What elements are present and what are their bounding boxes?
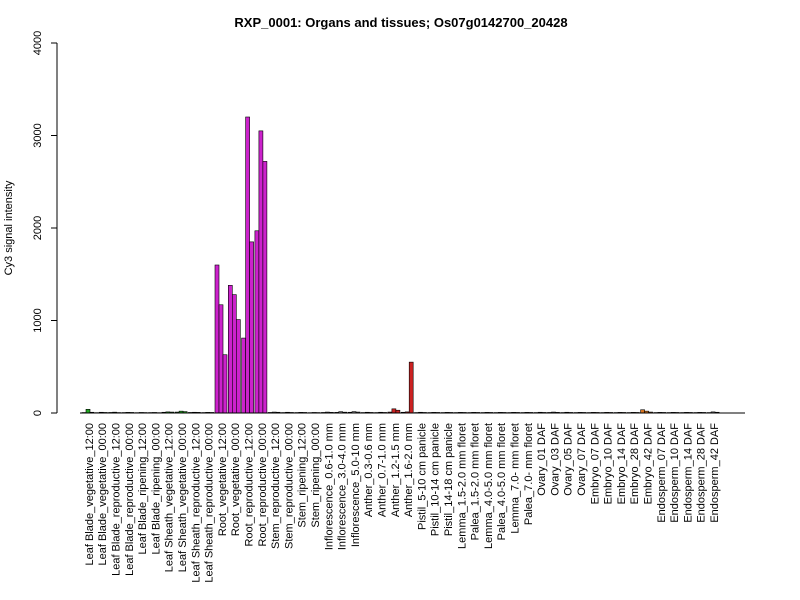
x-tick-label: Ovary_01 DAF — [536, 423, 548, 496]
bar — [408, 361, 414, 414]
x-tick-label: Stem_ripening_12:00 — [297, 423, 309, 528]
x-tick-label: Inflorescence_3.0-4.0 mm — [337, 423, 349, 550]
x-tick-label: Pistil_5-10 cm panicle — [416, 423, 428, 530]
bar — [232, 294, 237, 414]
chart-title: RXP_0001: Organs and tissues; Os07g01427… — [234, 15, 567, 30]
bar — [391, 408, 397, 414]
y-tick-label: 3000 — [32, 123, 44, 147]
x-tick-label: Leaf Sheath_reproductive_00:00 — [204, 423, 216, 583]
x-tick-label: Root_vegetative_00:00 — [230, 423, 242, 536]
x-tick-label: Leaf Sheath_vegetative_00:00 — [177, 423, 189, 572]
bar — [249, 241, 254, 414]
x-tick-label: Leaf Blade_reproductive_12:00 — [110, 423, 122, 576]
bar — [85, 408, 91, 414]
x-tick-label: Embryo_14 DAF — [616, 423, 628, 505]
x-tick-label: Palea_1.5-2.0 mm floret — [470, 423, 482, 540]
bar — [258, 130, 264, 414]
x-tick-label: Stem_reproductive_12:00 — [270, 423, 282, 549]
x-tick-label: Anther_0.3-0.6 mm — [363, 423, 375, 517]
x-tick-label: Pistil_14-18 cm panicle — [443, 423, 455, 536]
y-tick-label: 2000 — [32, 216, 44, 240]
x-tick-label: Lemma_1.5-2.0 mm floret — [456, 423, 468, 549]
x-tick-label: Embryo_28 DAF — [629, 423, 641, 505]
y-tick-label: 0 — [32, 410, 44, 416]
bars — [81, 116, 720, 414]
x-tick-label: Embryo_42 DAF — [642, 423, 654, 505]
x-tick-label: Root_reproductive_12:00 — [243, 423, 255, 547]
bar — [245, 116, 250, 414]
x-tick-label: Endosperm_07 DAF — [656, 423, 668, 523]
x-tick-label: Anther_1.6-2.0 mm — [403, 423, 415, 517]
y-tick-label: 1000 — [32, 308, 44, 332]
x-tick-label: Inflorescence_0.6-1.0 mm — [323, 423, 335, 550]
x-tick-label: Stem_ripening_00:00 — [310, 423, 322, 528]
x-tick-label: Lemma_7.0- mm floret — [509, 423, 521, 534]
x-tick-label: Stem_reproductive_00:00 — [283, 423, 295, 549]
bar — [241, 337, 246, 414]
x-tick-label: Anther_0.7-1.0 mm — [376, 423, 388, 517]
x-tick-label: Leaf Blade_ripening_00:00 — [150, 423, 162, 555]
bar — [262, 161, 268, 414]
x-tick-label: Palea_7.0- mm floret — [523, 423, 535, 525]
bar — [218, 304, 224, 414]
x-tick-label: Leaf Blade_vegetative_00:00 — [97, 423, 109, 566]
x-axis-labels: Leaf Blade_vegetative_12:00 Leaf Blade_ve… — [84, 423, 721, 583]
x-tick-label: Anther_1.2-1.5 mm — [390, 423, 402, 517]
x-tick-label: Inflorescence_5.0-10 mm — [350, 423, 362, 547]
y-tick-label: 4000 — [32, 31, 44, 55]
x-tick-label: Endosperm_14 DAF — [682, 423, 694, 523]
bar — [228, 285, 233, 414]
x-tick-label: Palea_4.0-5.0 mm floret — [496, 423, 508, 540]
y-axis-label: Cy3 signal intensity — [3, 180, 15, 275]
x-tick-label: Leaf Sheath_reproductive_12:00 — [190, 423, 202, 583]
bar — [222, 354, 228, 414]
x-tick-label: Embryo_10 DAF — [603, 423, 615, 505]
x-tick-label: Root_vegetative_12:00 — [217, 423, 229, 536]
x-tick-label: Ovary_03 DAF — [549, 423, 561, 496]
x-tick-label: Leaf Blade_vegetative_12:00 — [84, 423, 96, 566]
bar — [214, 264, 220, 414]
bar — [254, 230, 260, 414]
x-tick-label: Endosperm_28 DAF — [696, 423, 708, 523]
x-tick-label: Leaf Blade_reproductive_00:00 — [124, 423, 136, 576]
x-tick-label: Endosperm_10 DAF — [669, 423, 681, 523]
x-tick-label: Embryo_07 DAF — [589, 423, 601, 505]
x-tick-label: Ovary_05 DAF — [563, 423, 575, 496]
x-tick-label: Lemma_4.0-5.0 mm floret — [483, 423, 495, 549]
x-tick-label: Pistil_10-14 cm panicle — [430, 423, 442, 536]
x-tick-label: Endosperm_42 DAF — [709, 423, 721, 523]
bar — [236, 319, 241, 414]
x-tick-label: Leaf Blade_ripening_12:00 — [137, 423, 149, 555]
x-tick-label: Root_reproductive_00:00 — [257, 423, 269, 547]
x-tick-label: Ovary_07 DAF — [576, 423, 588, 496]
x-tick-label: Leaf Sheath_vegetative_12:00 — [164, 423, 176, 572]
y-axis: 0 1000 2000 3000 4000 — [32, 31, 58, 416]
